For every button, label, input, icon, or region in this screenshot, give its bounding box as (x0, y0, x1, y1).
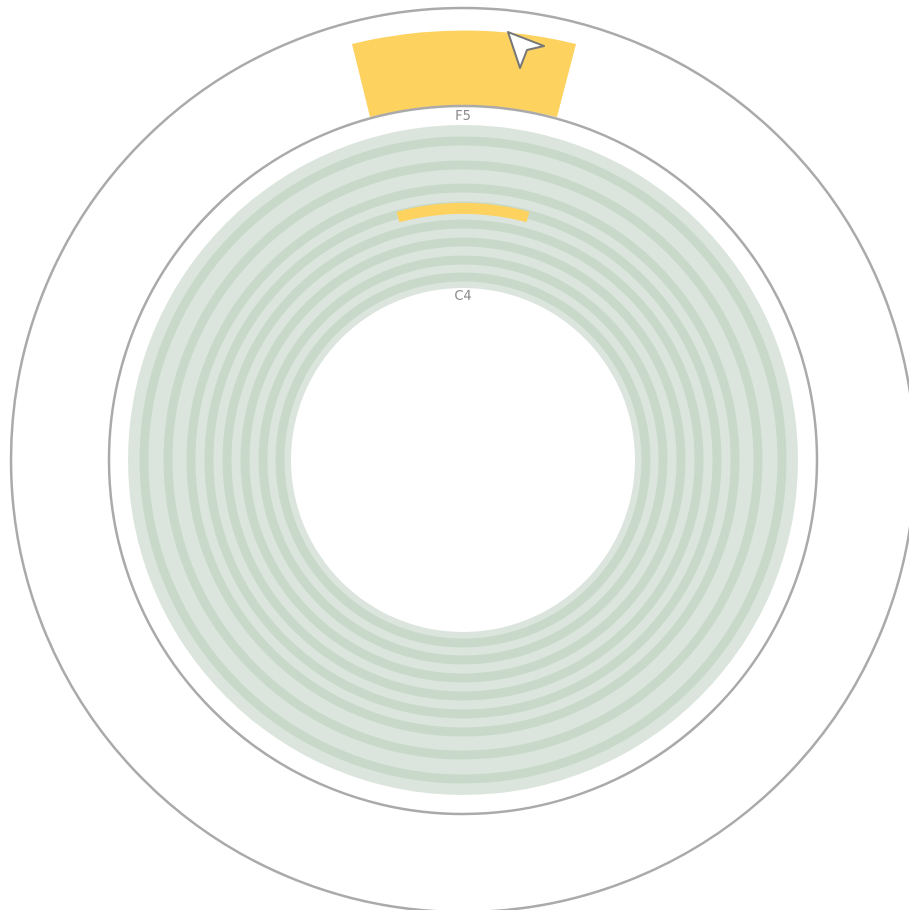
inner-note-label: C4 (454, 289, 471, 304)
track-groove-3 (186, 183, 740, 737)
outer-note-label: F5 (455, 109, 471, 124)
track-groove-2 (163, 160, 763, 760)
outer-boundary-ring (9, 6, 909, 910)
pointer-arrow-icon (507, 31, 545, 69)
track-groove-8 (275, 272, 651, 648)
track-groove-5 (222, 219, 704, 701)
track-groove-7 (258, 255, 668, 665)
active-note-arc[interactable] (396, 202, 530, 223)
outer-highlight-sector[interactable] (352, 30, 576, 118)
track-groove-1 (139, 136, 787, 784)
center-hole (291, 288, 635, 632)
track-groove-6 (240, 237, 686, 683)
